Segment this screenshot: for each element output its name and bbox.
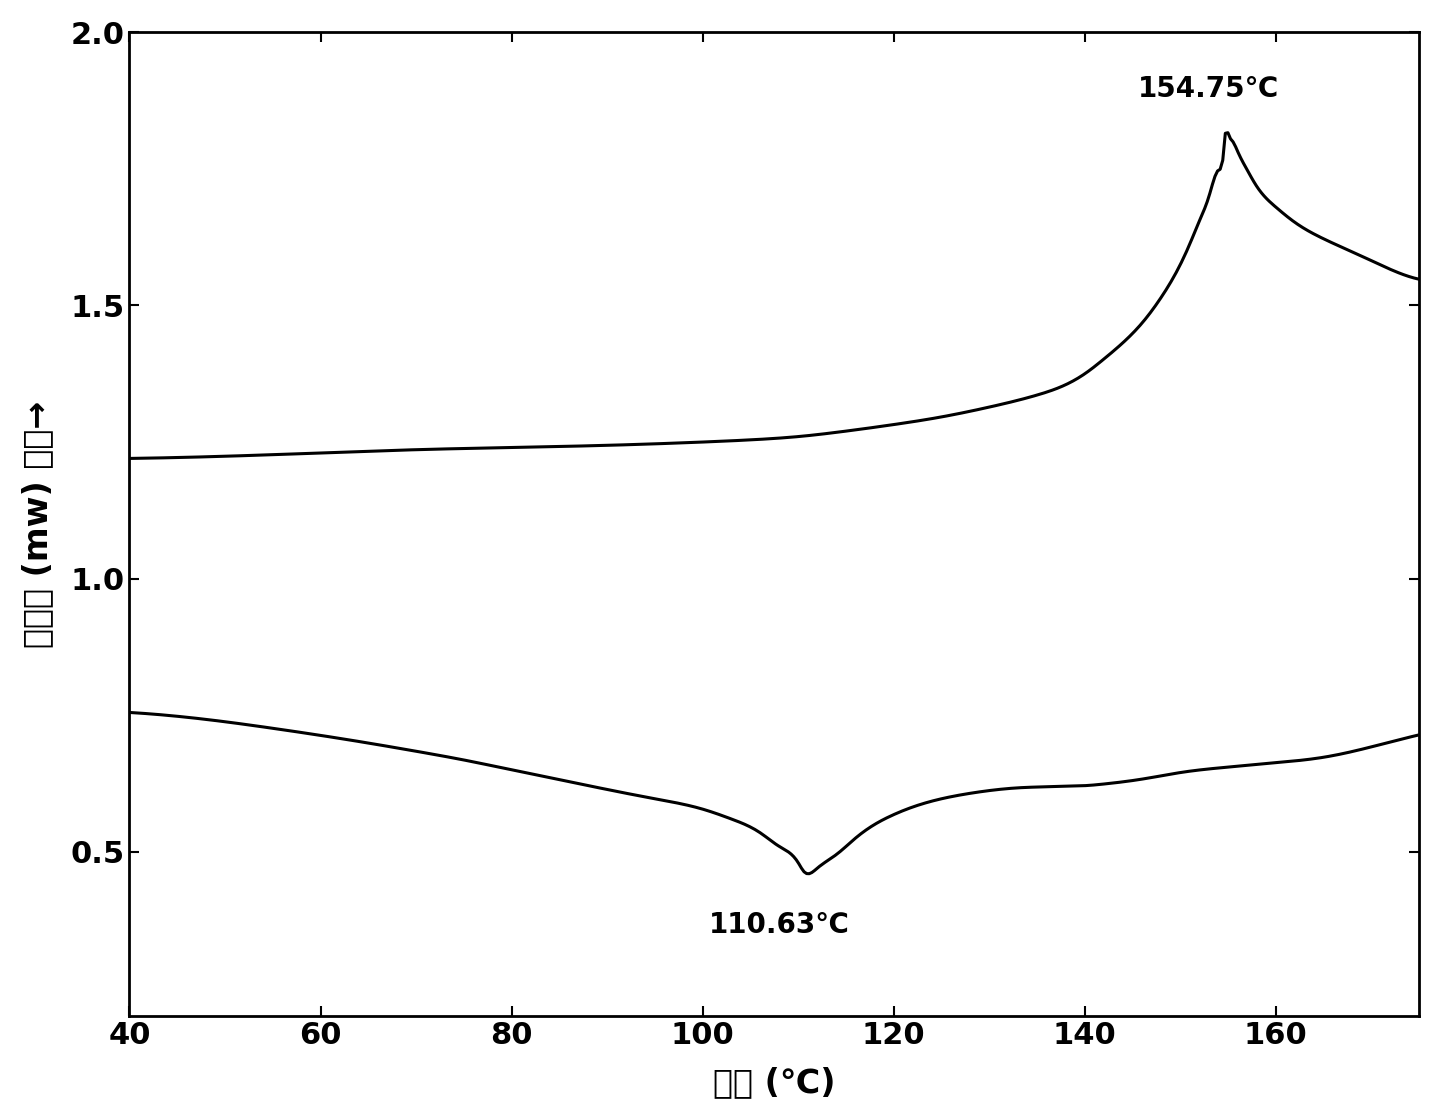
Text: 110.63℃: 110.63℃ <box>708 912 850 940</box>
X-axis label: 温度 (℃): 温度 (℃) <box>713 1066 835 1099</box>
Text: 154.75℃: 154.75℃ <box>1139 75 1280 103</box>
Y-axis label: 热流量 (mw) 吸热→: 热流量 (mw) 吸热→ <box>20 400 53 647</box>
